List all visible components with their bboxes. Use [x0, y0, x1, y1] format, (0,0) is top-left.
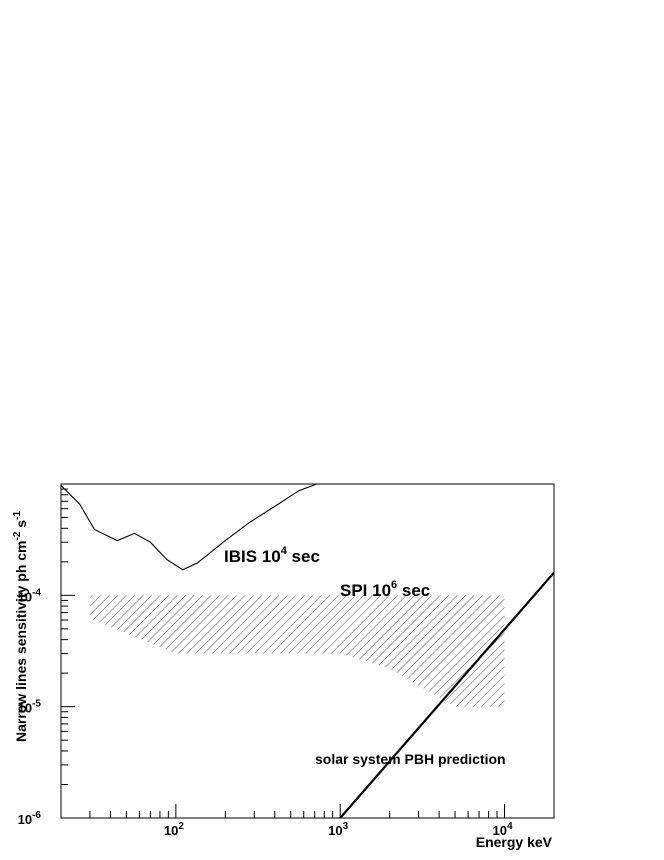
pbh-prediction-line	[339, 571, 554, 818]
y-tick-label: 10-6	[18, 810, 42, 827]
y-tick-label: 10-5	[18, 699, 42, 716]
plot-frame	[60, 483, 555, 819]
y-axis-title-exp2: -1	[12, 511, 23, 520]
pbh-annotation: solar system PBH prediction	[315, 751, 506, 767]
y-tick-label: 10-4	[18, 587, 42, 604]
y-axis-title: Narrow lines sensitivity ph cm-2 s-1	[12, 511, 29, 742]
spi-annotation: SPI 106 sec	[340, 579, 430, 600]
x-tick-label: 104	[493, 821, 513, 838]
ibis-annotation: IBIS 104 sec	[224, 545, 320, 566]
x-tick-label: 103	[328, 821, 348, 838]
series-layer	[61, 484, 554, 818]
ibis-sensitivity-line	[61, 484, 317, 571]
x-tick-label: 102	[164, 821, 184, 838]
spi-sensitivity-band	[89, 595, 505, 707]
y-axis-title-main: Narrow lines sensitivity ph cm	[13, 540, 29, 742]
x-axis-title: Energy keV	[476, 834, 553, 850]
y-axis-title-exp1: -2	[12, 531, 23, 540]
ticks-layer	[60, 488, 555, 819]
labels-layer: 102 103 104 10-4 10-5 10-6	[18, 587, 513, 838]
